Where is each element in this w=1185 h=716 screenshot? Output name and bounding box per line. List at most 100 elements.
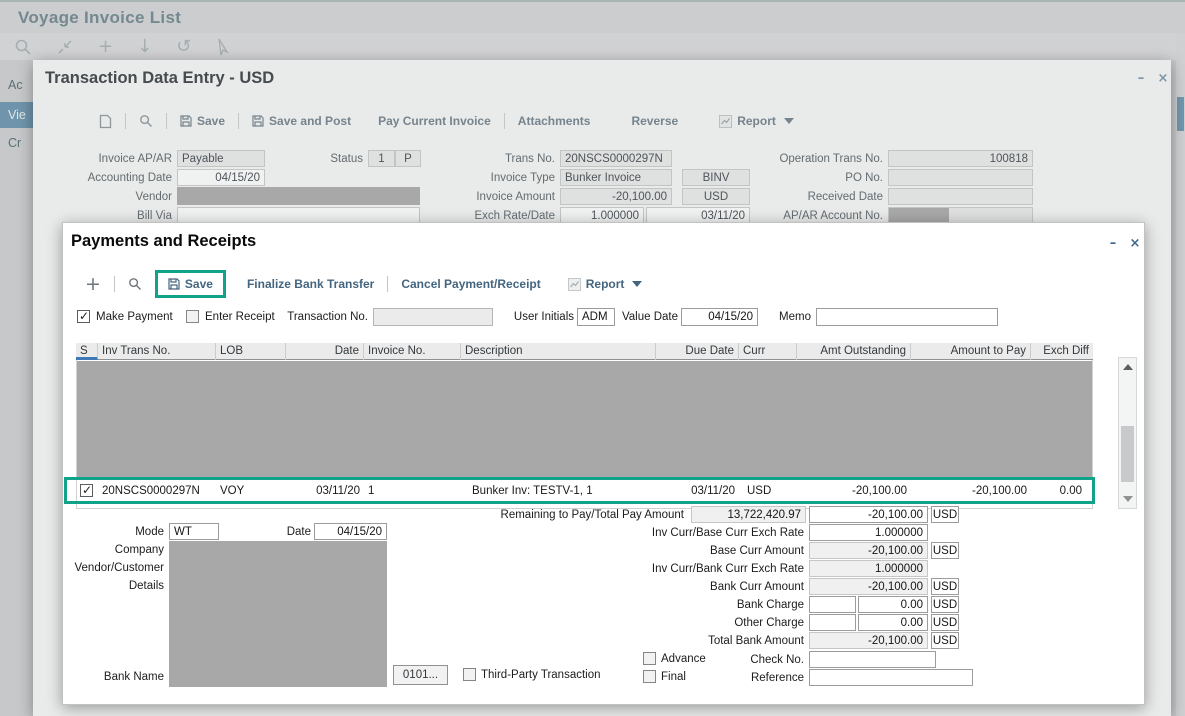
report-button[interactable]: Report — [719, 114, 794, 128]
memo-field[interactable] — [816, 308, 998, 326]
reverse-button[interactable]: Reverse — [631, 114, 679, 128]
pay-current-invoice-button[interactable]: Pay Current Invoice — [378, 114, 491, 128]
memo-label: Memo — [779, 311, 811, 323]
save-button[interactable]: Save — [180, 114, 225, 128]
reference-field[interactable] — [809, 669, 973, 686]
other-charge-field[interactable]: 0.00 — [858, 614, 928, 631]
report-button[interactable]: Report — [567, 277, 643, 291]
enter-receipt-checkbox[interactable] — [186, 310, 199, 323]
undo-icon[interactable]: ↺ — [176, 35, 192, 57]
close-icon[interactable]: × — [1157, 71, 1169, 86]
status-flag-field[interactable]: P — [395, 150, 421, 167]
dialog-title: Transaction Data Entry - USD — [45, 69, 275, 87]
make-payment-checkbox[interactable] — [77, 309, 90, 323]
advance-checkbox[interactable] — [643, 652, 656, 665]
close-icon[interactable]: × — [1129, 236, 1141, 251]
received-date-field[interactable] — [888, 188, 1033, 205]
operation-trans-no-field[interactable]: 100818 — [888, 150, 1033, 167]
col-header-inv-trans-no[interactable]: Inv Trans No. — [98, 343, 216, 360]
invoice-apar-field[interactable]: Payable — [177, 150, 265, 167]
invoice-type-code-field[interactable]: BINV — [682, 169, 750, 186]
company-vendor-details-redacted — [169, 541, 387, 687]
table-header — [76, 343, 1093, 360]
po-no-field[interactable] — [888, 169, 1033, 186]
add-icon[interactable]: + — [85, 272, 101, 295]
inv-base-rate-label: Inv Curr/Base Curr Exch Rate — [651, 527, 804, 539]
chevron-down-icon — [632, 281, 643, 287]
check-no-field[interactable] — [809, 651, 936, 668]
status-code-field[interactable]: 1 — [368, 150, 395, 167]
trans-no-field[interactable]: 20NSCS0000297N — [560, 150, 672, 167]
invoice-amount-field[interactable]: -20,100.00 — [560, 188, 672, 205]
col-header-curr[interactable]: Curr — [739, 343, 797, 360]
third-party-checkbox[interactable] — [463, 668, 476, 681]
toolbar-divider — [387, 276, 389, 292]
date-field[interactable]: 04/15/20 — [314, 523, 387, 540]
scroll-down-icon[interactable] — [1123, 496, 1133, 502]
sidebar-item-actions[interactable]: Ac — [8, 78, 23, 92]
save-and-post-button[interactable]: Save and Post — [252, 114, 351, 128]
finalize-bank-transfer-button[interactable]: Finalize Bank Transfer — [246, 277, 375, 291]
sidebar-item-create[interactable]: Cr — [8, 136, 22, 150]
bank-charge-code-field[interactable] — [809, 596, 856, 613]
app-scrollbar-thumb[interactable] — [1177, 97, 1184, 131]
user-initials-field[interactable]: ADM — [577, 308, 615, 326]
other-charge-code-field[interactable] — [809, 614, 856, 631]
cursor-icon[interactable] — [215, 38, 231, 56]
minimize-icon[interactable]: – — [1109, 236, 1117, 251]
attachments-button[interactable]: Attachments — [517, 114, 591, 128]
search-icon[interactable] — [128, 277, 142, 291]
value-date-field[interactable]: 04/15/20 — [681, 308, 758, 326]
save-button-highlighted[interactable]: Save — [154, 270, 226, 298]
search-icon[interactable] — [14, 38, 32, 56]
final-checkbox[interactable] — [643, 670, 656, 683]
dialog-title: Payments and Receipts — [71, 232, 257, 250]
base-amount-currency: USD — [931, 542, 959, 559]
search-icon[interactable] — [139, 114, 153, 128]
bank-name-label: Bank Name — [103, 671, 164, 683]
accounting-date-field[interactable]: 04/15/20 — [177, 169, 265, 186]
col-header-s[interactable]: S — [76, 343, 98, 360]
app-scrollbar[interactable] — [1176, 33, 1185, 716]
check-no-label: Check No. — [750, 654, 804, 666]
vendor-customer-label: Vendor/Customer — [74, 562, 165, 574]
table-rows-redacted — [77, 361, 1092, 479]
advance-label: Advance — [661, 653, 706, 665]
add-icon[interactable]: + — [98, 35, 114, 57]
cancel-payment-receipt-button[interactable]: Cancel Payment/Receipt — [401, 277, 541, 291]
cell-inv-trans-no: 20NSCS0000297N — [102, 485, 200, 497]
bank-code-button[interactable]: 0101... — [393, 665, 448, 685]
remaining-label: Remaining to Pay/Total Pay Amount — [500, 509, 684, 521]
row-select-checkbox[interactable] — [80, 483, 93, 497]
col-header-date[interactable]: Date — [286, 343, 364, 360]
col-header-lob[interactable]: LOB — [216, 343, 286, 360]
invoice-type-field[interactable]: Bunker Invoice — [560, 169, 672, 186]
cell-exch-diff: 0.00 — [1059, 485, 1082, 497]
col-header-amt-outstanding[interactable]: Amt Outstanding — [797, 343, 911, 360]
table-scrollbar[interactable] — [1118, 357, 1137, 509]
invoice-currency-field[interactable]: USD — [682, 188, 750, 205]
minimize-icon[interactable]: – — [1137, 71, 1145, 86]
col-header-amount-to-pay[interactable]: Amount to Pay — [911, 343, 1031, 360]
table-row[interactable] — [77, 481, 1092, 502]
new-document-icon[interactable] — [99, 114, 112, 129]
total-pay-amount-field[interactable]: -20,100.00 — [809, 506, 928, 523]
transaction-no-field[interactable] — [373, 308, 493, 326]
sidebar-item-view[interactable]: Vie — [0, 102, 33, 128]
mode-field[interactable]: WT — [169, 523, 219, 540]
inv-base-rate-field[interactable]: 1.000000 — [809, 524, 928, 541]
col-header-exch-diff[interactable]: Exch Diff — [1043, 345, 1089, 357]
scroll-up-icon[interactable] — [1123, 364, 1133, 370]
chevron-down-icon — [783, 118, 794, 124]
col-header-invoice-no[interactable]: Invoice No. — [364, 343, 461, 360]
collapse-icon[interactable] — [56, 38, 74, 56]
bank-charge-field[interactable]: 0.00 — [858, 596, 928, 613]
save-icon — [168, 278, 180, 290]
col-header-description[interactable]: Description — [461, 343, 656, 360]
bank-amount-label: Bank Curr Amount — [710, 581, 804, 593]
col-header-due-date[interactable]: Due Date — [656, 343, 739, 360]
table-scrollbar-thumb[interactable] — [1121, 426, 1134, 482]
invoice-amount-label: Invoice Amount — [476, 191, 555, 203]
cell-description: Bunker Inv: TESTV-1, 1 — [472, 485, 593, 497]
download-icon[interactable]: ↓ — [137, 35, 153, 57]
